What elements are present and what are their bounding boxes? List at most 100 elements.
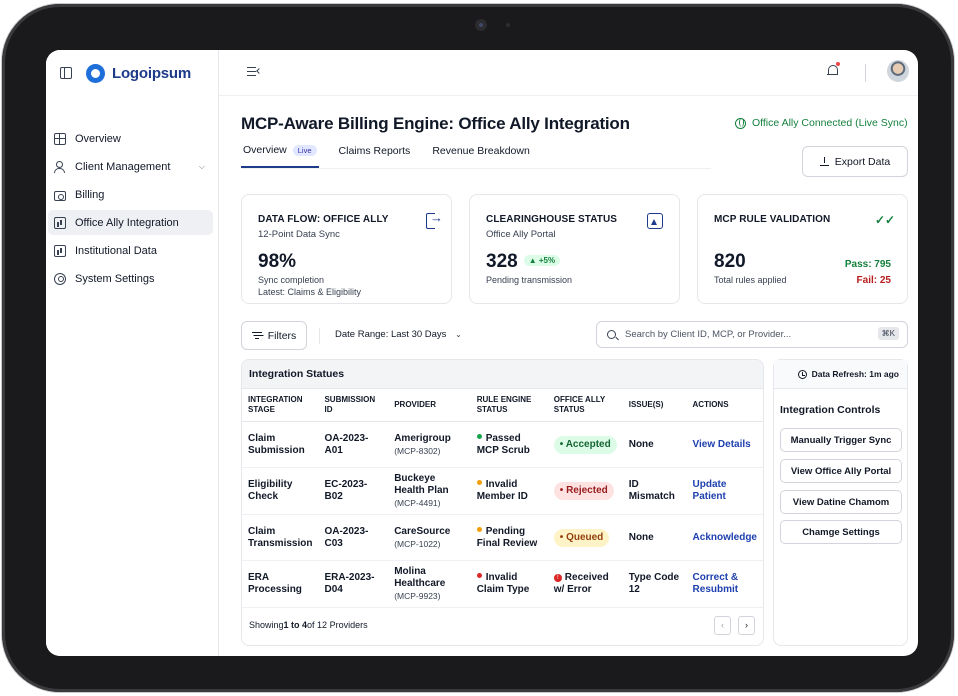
logout-arrow-icon bbox=[426, 210, 443, 229]
provider-name: Amerigroup bbox=[394, 432, 451, 444]
view-office-ally-portal-button[interactable]: View Office Ally Portal bbox=[780, 459, 902, 483]
issue-cell: None bbox=[622, 514, 687, 561]
oa-status-cell: • Rejected bbox=[547, 467, 623, 515]
logo-text: Logoipsum bbox=[112, 64, 192, 82]
stage-cell: ERA Processing bbox=[242, 560, 319, 608]
grid-icon bbox=[54, 132, 66, 145]
table-row: Claim Transmission OA-2023-C03 CareSourc… bbox=[242, 514, 763, 561]
sidebar-item-label: System Settings bbox=[75, 272, 155, 285]
connection-status-text: Office Ally Connected (Live Sync) bbox=[752, 117, 908, 129]
status-table: INTEGRATION STAGE SUBMISSION ID PROVIDER… bbox=[242, 389, 763, 608]
tab-label: Revenue Breakdown bbox=[432, 145, 530, 157]
sidebar-item-overview[interactable]: Overview bbox=[48, 126, 213, 151]
credit-card-icon bbox=[54, 190, 66, 201]
change-badge: ▲ +5% bbox=[523, 255, 561, 266]
action-link[interactable]: Update Patient bbox=[686, 467, 763, 515]
rule-status-cell: Passed MCP Scrub bbox=[470, 421, 548, 468]
pass-count: Pass: 795 bbox=[844, 259, 891, 270]
sidebar-item-client-management[interactable]: Client Management ⌵ bbox=[48, 154, 213, 179]
provider-mcp: (MCP-1022) bbox=[394, 538, 441, 549]
download-icon bbox=[819, 157, 829, 167]
top-bar bbox=[219, 50, 918, 96]
error-icon: ! bbox=[553, 574, 562, 582]
chevron-down-icon[interactable]: ⌵ bbox=[198, 161, 205, 171]
card-note: Sync completion Latest: Claims & Eligibi… bbox=[258, 275, 361, 298]
status-badge: • Rejected bbox=[553, 482, 614, 500]
panel-title: Integration Controls bbox=[780, 404, 881, 416]
manually-trigger-sync-button[interactable]: Manually Trigger Sync bbox=[780, 428, 902, 452]
status-dot bbox=[476, 480, 482, 485]
card-note-line: Latest: Claims & Eligibility bbox=[258, 286, 362, 297]
rule-status-cell: Pending Final Review bbox=[470, 514, 548, 561]
provider-name: Molina Healthcare bbox=[394, 566, 446, 589]
oa-status-cell: • Accepted bbox=[547, 421, 623, 468]
provider-mcp: (MCP-8302) bbox=[394, 445, 441, 456]
card-note: Total rules applied bbox=[714, 275, 787, 285]
sidebar-toggle-icon[interactable] bbox=[60, 67, 72, 79]
prev-page-button[interactable]: ‹ bbox=[714, 616, 731, 635]
action-link[interactable]: Correct & Resubmit bbox=[686, 560, 763, 608]
change-settings-button[interactable]: Chamge Settings bbox=[780, 520, 902, 544]
connection-status: Office Ally Connected (Live Sync) bbox=[735, 117, 908, 129]
integration-controls-panel: Data Refresh: 1m ago Integration Control… bbox=[773, 359, 908, 646]
export-data-button[interactable]: Export Data bbox=[802, 146, 908, 177]
status-dot bbox=[476, 433, 482, 439]
status-badge-text: Accepted bbox=[565, 438, 611, 450]
card-note: Pending transmission bbox=[486, 275, 573, 285]
status-badge-text: Queued bbox=[566, 531, 604, 543]
pagination-range: 1 to 4 bbox=[283, 620, 308, 630]
sidebar: Logoipsum Overview Client Management ⌵ B… bbox=[46, 50, 219, 656]
card-title: CLEARINGHOUSE STATUS bbox=[486, 214, 618, 225]
tab-claims-reports[interactable]: Claims Reports bbox=[337, 144, 413, 168]
sidebar-item-label: Office Ally Integration bbox=[75, 216, 179, 229]
col-header: ACTIONS bbox=[686, 389, 763, 422]
user-avatar[interactable] bbox=[887, 60, 909, 82]
view-datine-chamom-button[interactable]: View Datine Chamom bbox=[780, 490, 902, 514]
list-check-icon: ✓✓ bbox=[875, 213, 896, 227]
sidebar-item-billing[interactable]: Billing bbox=[48, 182, 213, 207]
search-input[interactable] bbox=[625, 329, 875, 340]
tab-overview[interactable]: Overview Live bbox=[241, 144, 319, 168]
provider-name: CareSource bbox=[394, 525, 451, 537]
pass-fail-summary: Pass: 795 Fail: 25 bbox=[845, 257, 891, 289]
date-range-dropdown[interactable]: Date Range: Last 30 Days ⌄ bbox=[335, 329, 462, 340]
action-link[interactable]: Acknowledge bbox=[686, 514, 763, 561]
sidebar-item-office-ally-integration[interactable]: Office Ally Integration bbox=[48, 210, 213, 235]
action-link[interactable]: View Details bbox=[686, 421, 763, 468]
tab-revenue-breakdown[interactable]: Revenue Breakdown bbox=[430, 144, 531, 168]
card-title: MCP RULE VALIDATION bbox=[714, 214, 831, 225]
portal-icon bbox=[647, 213, 663, 229]
data-flow-card: DATA FLOW: OFFICE ALLY 12-Point Data Syn… bbox=[241, 194, 452, 304]
oa-status-cell: • Queued bbox=[547, 514, 623, 561]
card-value: 820 bbox=[714, 251, 746, 272]
filters-button[interactable]: Filters bbox=[241, 321, 307, 350]
globe-icon bbox=[735, 117, 746, 129]
notification-bell-icon[interactable] bbox=[827, 64, 839, 77]
date-range-label: Date Range: Last 30 Days bbox=[335, 329, 447, 340]
table-row: Eligibility Check EC-2023-B02 Buckeye He… bbox=[242, 467, 763, 515]
keyboard-shortcut-badge: ⌘K bbox=[877, 327, 899, 340]
stage-cell: Eligibility Check bbox=[242, 467, 319, 515]
change-value: +5% bbox=[538, 256, 556, 265]
provider-name: Buckeye Health Plan bbox=[394, 473, 449, 496]
sidebar-item-system-settings[interactable]: System Settings bbox=[48, 266, 213, 291]
bar-chart-icon bbox=[54, 216, 66, 229]
stage-cell: Claim Transmission bbox=[242, 514, 319, 561]
divider bbox=[319, 328, 320, 344]
sidebar-item-label: Client Management bbox=[75, 160, 171, 173]
clock-icon bbox=[797, 369, 807, 379]
menu-collapse-icon[interactable] bbox=[247, 67, 258, 77]
provider-mcp: (MCP-4491) bbox=[394, 498, 441, 508]
issue-cell: None bbox=[622, 421, 687, 468]
status-badge: • Accepted bbox=[553, 435, 617, 454]
status-badge: • Queued bbox=[553, 528, 610, 547]
sidebar-item-institutional-data[interactable]: Institutional Data bbox=[48, 238, 213, 263]
next-page-button[interactable]: › bbox=[738, 616, 755, 635]
filters-label: Filters bbox=[267, 329, 297, 342]
provider-mcp: (MCP-9923) bbox=[394, 591, 441, 601]
rule-status-text: Invalid Member ID bbox=[476, 479, 528, 502]
card-title: DATA FLOW: OFFICE ALLY bbox=[258, 214, 389, 225]
app-screen: Logoipsum Overview Client Management ⌵ B… bbox=[46, 50, 918, 656]
bar-chart-icon bbox=[54, 244, 66, 257]
gear-icon bbox=[54, 272, 66, 285]
